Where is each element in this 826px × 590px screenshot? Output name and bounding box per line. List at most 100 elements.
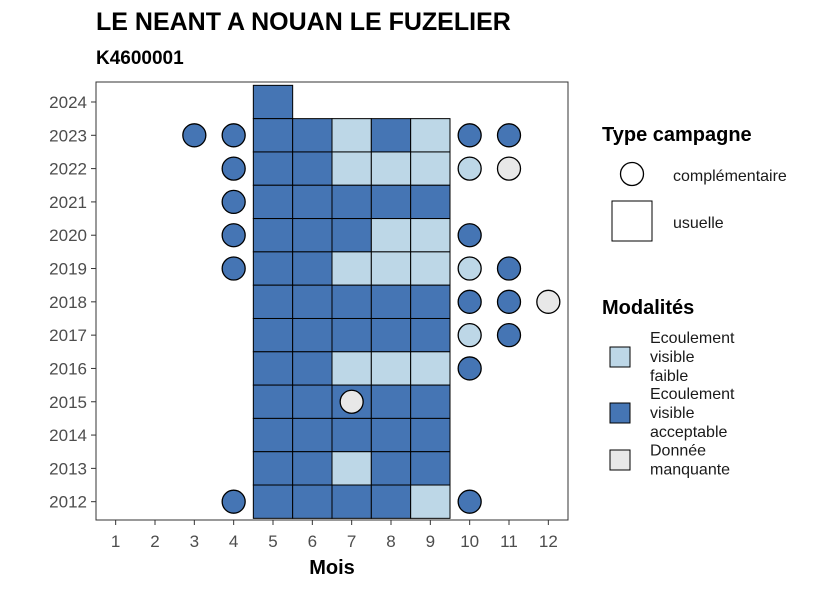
legend-key-complementaire: [619, 161, 645, 187]
x-tick-label-12: 12: [539, 532, 558, 551]
tile-2013-7: [331, 451, 372, 486]
y-tick-label-2024: 2024: [49, 93, 87, 112]
tile-2020-8: [370, 218, 412, 253]
x-axis: 1 2 3 4 5 6 7 8 9 10 11 12: [111, 520, 558, 551]
legend-swatch-ecoulement-visible-acceptable: [609, 402, 631, 424]
point-2023-4: [221, 123, 246, 148]
x-axis-title: Mois: [309, 557, 355, 579]
tile-2021-9: [410, 184, 451, 220]
tile-2020-5: [252, 218, 294, 253]
tile-2018-7: [331, 284, 372, 319]
point-2022-10: [457, 156, 482, 181]
x-tick-label-9: 9: [426, 532, 435, 551]
tile-layer: [252, 84, 451, 519]
point-2017-10: [457, 322, 482, 348]
tile-2023-8: [370, 118, 412, 153]
legend: Type campagne complémentaire usuelle Modali…: [602, 124, 787, 479]
tile-2014-9: [410, 417, 451, 453]
tile-2020-6: [292, 218, 333, 253]
legend-swatch-ecoulement-visible-faible: [609, 346, 631, 368]
y-tick-label-2018: 2018: [49, 293, 87, 312]
tile-2018-9: [410, 284, 451, 319]
y-tick-label-2019: 2019: [49, 260, 87, 279]
point-2016-10: [457, 356, 482, 381]
x-tick-label-11: 11: [500, 532, 518, 551]
point-2023-11: [496, 123, 522, 148]
y-axis: 2012 2013 2014 2015 2016 2017 2018 2019 2020 2021…: [49, 93, 96, 512]
tile-2014-7: [331, 417, 372, 453]
tile-2016-5: [252, 351, 294, 386]
tile-2016-6: [292, 351, 333, 386]
tile-2022-5: [252, 151, 294, 186]
chart-subtitle: K4600001: [96, 48, 184, 69]
tile-2020-9: [410, 218, 451, 253]
tile-2021-8: [370, 184, 412, 220]
tile-2013-8: [370, 451, 412, 486]
tile-2018-8: [370, 284, 412, 319]
tile-2017-7: [331, 317, 372, 353]
tile-2022-8: [370, 151, 412, 186]
point-2012-4: [221, 489, 246, 514]
legend-swatch-donnee-manquante: [609, 449, 631, 471]
plot-panel-border: [95, 81, 569, 521]
point-layer: [182, 123, 561, 514]
tile-2012-6: [292, 484, 333, 519]
legend-key-usuelle: [611, 200, 653, 242]
y-tick-label-2021: 2021: [49, 193, 87, 212]
tile-2017-9: [410, 317, 451, 353]
tile-2018-5: [252, 284, 294, 319]
point-2012-10: [457, 489, 482, 514]
tile-2023-9: [410, 118, 451, 153]
tile-2013-5: [252, 451, 294, 486]
tile-2016-9: [410, 351, 451, 386]
point-2021-4: [221, 189, 246, 215]
tile-2015-5: [252, 384, 294, 419]
tile-2017-5: [252, 317, 294, 353]
tile-2022-6: [292, 151, 333, 186]
tile-2024-5: [252, 84, 294, 120]
x-tick-label-3: 3: [190, 532, 199, 551]
x-tick-label-4: 4: [229, 532, 238, 551]
x-tick-label-5: 5: [268, 532, 277, 551]
tile-2015-6: [292, 384, 333, 419]
x-tick-label-2: 2: [150, 532, 159, 551]
tile-2023-6: [292, 118, 333, 153]
tile-2015-9: [410, 384, 451, 419]
tile-2013-9: [410, 451, 451, 486]
y-tick-label-2015: 2015: [49, 393, 87, 412]
tile-2021-7: [331, 184, 372, 220]
tile-2015-8: [370, 384, 412, 419]
tile-2013-6: [292, 451, 333, 486]
tile-2023-7: [331, 118, 372, 153]
y-tick-label-2020: 2020: [49, 226, 87, 245]
y-tick-label-2023: 2023: [49, 126, 87, 145]
y-tick-label-2022: 2022: [49, 160, 87, 179]
point-2018-10: [457, 289, 482, 314]
tile-2021-5: [252, 184, 294, 220]
x-tick-label-6: 6: [308, 532, 317, 551]
point-2020-4: [221, 223, 246, 248]
point-2023-10: [457, 123, 482, 148]
tile-2016-8: [370, 351, 412, 386]
legend-label-ecoulement-visible-acceptable: Ecoulement visible acceptable: [650, 386, 735, 441]
point-2022-4: [221, 156, 246, 181]
point-2018-12: [536, 289, 561, 314]
legend-label-usuelle: usuelle: [673, 215, 724, 232]
point-2023-3: [182, 123, 207, 148]
y-tick-label-2016: 2016: [49, 359, 87, 378]
legend-shape-title: Type campagne: [602, 124, 752, 146]
tile-2017-8: [370, 317, 412, 353]
tile-2016-7: [331, 351, 372, 386]
tile-2019-9: [410, 251, 451, 286]
y-tick-label-2014: 2014: [49, 426, 87, 445]
y-tick-label-2017: 2017: [49, 326, 87, 345]
tile-2019-7: [331, 251, 372, 286]
tile-2019-5: [252, 251, 294, 286]
tile-2012-9: [410, 484, 451, 519]
point-2020-10: [457, 223, 482, 248]
tile-2012-7: [331, 484, 372, 519]
tile-2018-6: [292, 284, 333, 319]
point-2022-11: [496, 156, 522, 181]
tile-2017-6: [292, 317, 333, 353]
